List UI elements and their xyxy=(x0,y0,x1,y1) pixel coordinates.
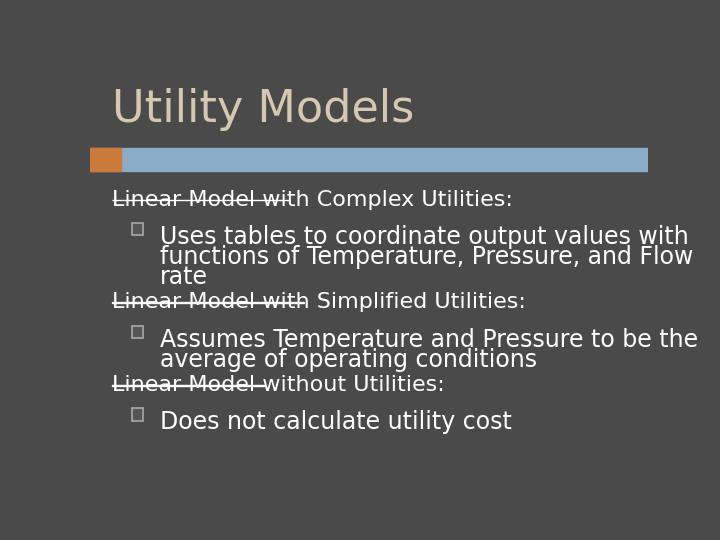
Text: Assumes Temperature and Pressure to be the: Assumes Temperature and Pressure to be t… xyxy=(160,328,698,352)
Text: functions of Temperature, Pressure, and Flow: functions of Temperature, Pressure, and … xyxy=(160,245,693,269)
Bar xyxy=(90,148,648,171)
FancyBboxPatch shape xyxy=(132,408,143,421)
Bar xyxy=(112,199,289,200)
Text: Linear Model without Utilities:: Linear Model without Utilities: xyxy=(112,375,445,395)
Text: Uses tables to coordinate output values with: Uses tables to coordinate output values … xyxy=(160,225,688,249)
Text: Linear Model with Simplified Utilities:: Linear Model with Simplified Utilities: xyxy=(112,292,526,312)
Text: Does not calculate utility cost: Does not calculate utility cost xyxy=(160,410,512,434)
FancyBboxPatch shape xyxy=(132,326,143,338)
Text: Linear Model with Complex Utilities:: Linear Model with Complex Utilities: xyxy=(112,190,513,210)
Text: Utility Models: Utility Models xyxy=(112,89,415,131)
Bar xyxy=(90,148,121,171)
Bar xyxy=(112,302,304,303)
Text: rate: rate xyxy=(160,265,208,289)
Text: average of operating conditions: average of operating conditions xyxy=(160,348,537,372)
Bar xyxy=(112,385,264,386)
FancyBboxPatch shape xyxy=(132,223,143,235)
